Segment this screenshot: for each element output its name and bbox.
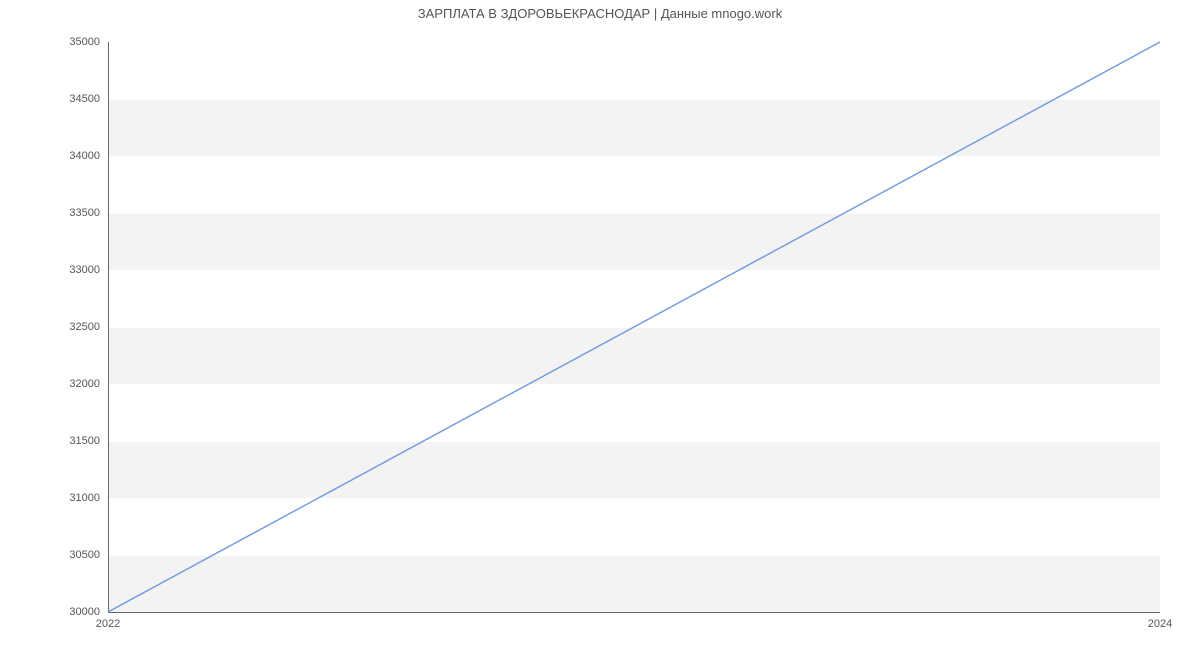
series-salary bbox=[108, 42, 1160, 612]
y-tick-label: 30500 bbox=[69, 549, 108, 561]
y-tick-label: 33500 bbox=[69, 207, 108, 219]
plot-area: 3000030500310003150032000325003300033500… bbox=[108, 41, 1160, 612]
y-tick-label: 32500 bbox=[69, 321, 108, 333]
x-tick-label: 2022 bbox=[96, 612, 120, 630]
y-tick-label: 34000 bbox=[69, 150, 108, 162]
y-tick-label: 31000 bbox=[69, 492, 108, 504]
salary-line-chart: ЗАРПЛАТА В ЗДОРОВЬЕКРАСНОДАР | Данные mn… bbox=[0, 0, 1200, 650]
x-axis-line bbox=[108, 612, 1160, 613]
y-tick-label: 35000 bbox=[69, 36, 108, 48]
line-layer bbox=[108, 42, 1160, 612]
chart-title: ЗАРПЛАТА В ЗДОРОВЬЕКРАСНОДАР | Данные mn… bbox=[0, 6, 1200, 21]
y-tick-label: 34500 bbox=[69, 93, 108, 105]
y-tick-label: 32000 bbox=[69, 378, 108, 390]
y-tick-label: 33000 bbox=[69, 264, 108, 276]
y-tick-label: 31500 bbox=[69, 435, 108, 447]
x-tick-label: 2024 bbox=[1148, 612, 1172, 630]
